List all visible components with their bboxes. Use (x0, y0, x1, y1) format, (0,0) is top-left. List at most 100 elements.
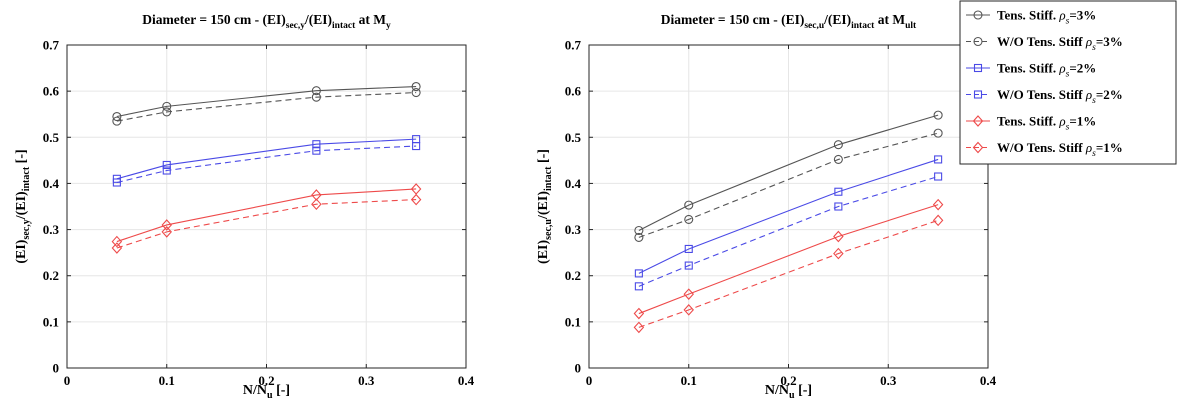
series-4 (634, 172, 943, 291)
y-tick-label: 0.1 (565, 314, 581, 329)
data-point (933, 128, 943, 138)
data-point (112, 116, 122, 126)
x-tick-label: 0 (64, 373, 71, 388)
y-tick-label: 0.5 (565, 130, 582, 145)
data-point (833, 247, 844, 260)
legend-label: W/O Tens. Stiff ρs=1% (997, 140, 1123, 159)
data-point (932, 198, 944, 211)
legend-marker (973, 63, 983, 73)
legend-label: W/O Tens. Stiff ρs=2% (997, 87, 1123, 106)
legend-label: Tens. Stiff. ρs=3% (997, 8, 1096, 27)
series-6 (633, 214, 944, 334)
y-tick-label: 0.4 (43, 176, 60, 191)
series-line (116, 145, 417, 184)
legend-label: Tens. Stiff. ρs=2% (997, 61, 1096, 80)
x-axis-label: N/Nu [-] (243, 383, 290, 399)
data-point (411, 87, 421, 98)
series-line (638, 219, 939, 328)
data-point (161, 219, 172, 231)
data-point (162, 166, 171, 175)
data-point (411, 81, 421, 92)
x-tick-label: 0.4 (458, 373, 475, 388)
y-tick-label: 0.7 (565, 38, 582, 53)
series-2 (634, 128, 943, 242)
chart-1: 0 0.1 0.2 0.3 0.4 0 0.1 0.2 0.3 0.4 0.5 0.6 0.7 Diame… (14, 12, 475, 399)
series-line (638, 175, 939, 287)
data-point (932, 214, 944, 227)
y-tick-label: 0 (575, 361, 582, 376)
x-tick-label: 0.1 (681, 373, 697, 388)
series-5 (633, 198, 944, 320)
data-point (634, 225, 644, 236)
legend-entry: W/O Tens. Stiff ρs=2% (966, 87, 1123, 106)
data-point (111, 235, 123, 248)
y-tick-label: 0.6 (565, 84, 582, 99)
x-tick-label: 0.4 (980, 373, 997, 388)
data-point (633, 321, 645, 334)
y-axis-label: (EI)sec,u/(EI)intact [-] (536, 149, 554, 264)
y-tick-label: 0 (53, 361, 60, 376)
data-point (162, 160, 171, 170)
legend-marker (972, 115, 984, 127)
series-line (638, 114, 939, 231)
x-tick-label: 0.1 (159, 373, 175, 388)
series-line (116, 91, 417, 122)
y-tick-label: 0.7 (43, 38, 60, 53)
chart-title: Diameter = 150 cm - (EI)sec,u/(EI)intact… (661, 12, 917, 31)
data-point (311, 198, 322, 211)
series-line (638, 204, 939, 315)
y-tick-label: 0.6 (43, 84, 60, 99)
data-point (162, 101, 172, 111)
data-point (833, 154, 843, 164)
data-point (112, 111, 122, 122)
data-point (683, 304, 694, 316)
legend-label: W/O Tens. Stiff ρs=3% (997, 34, 1123, 53)
data-point (934, 155, 943, 164)
y-axis-label: (EI)sec,y/(EI)intact [-] (14, 149, 32, 263)
x-tick-label: 0.2 (780, 373, 796, 388)
data-point (311, 86, 321, 96)
series-line (116, 199, 417, 249)
legend-entry: Tens. Stiff. ρs=1% (966, 114, 1096, 133)
series-1 (112, 81, 421, 122)
data-point (311, 92, 321, 102)
chart-title: Diameter = 150 cm - (EI)sec,y/(EI)intact… (142, 12, 391, 31)
series-line (638, 132, 939, 238)
legend-marker (973, 10, 983, 20)
y-tick-label: 0.5 (43, 130, 60, 145)
data-point (684, 200, 694, 210)
y-tick-label: 0.3 (565, 222, 582, 237)
legend-marker (973, 36, 983, 47)
legend-marker (972, 141, 984, 154)
series-3 (634, 155, 943, 278)
legend: Tens. Stiff. ρs=3% W/O Tens. Stiff ρs=3% T… (959, 0, 1177, 165)
chart-2: 0 0.1 0.2 0.3 0.4 0 0.1 0.2 0.3 0.4 0.5 0.6 0.7 Diame… (536, 0, 1177, 399)
y-tick-label: 0.3 (43, 222, 60, 237)
data-point (412, 142, 421, 151)
legend-label: Tens. Stiff. ρs=1% (997, 114, 1096, 133)
data-point (112, 178, 121, 187)
data-point (634, 232, 644, 242)
legend-marker (973, 90, 983, 99)
data-point (933, 110, 943, 120)
data-point (683, 288, 694, 300)
x-tick-label: 0.3 (358, 373, 375, 388)
series-line (116, 85, 417, 118)
data-point (684, 244, 693, 254)
x-tick-label: 0.2 (258, 373, 274, 388)
x-axis-label: N/Nu [-] (765, 383, 812, 399)
y-tick-label: 0.2 (43, 268, 59, 283)
data-point (410, 193, 422, 206)
data-point (633, 307, 645, 320)
y-tick-label: 0.1 (43, 314, 59, 329)
legend-entry: W/O Tens. Stiff ρs=1% (966, 140, 1123, 159)
data-point (161, 226, 172, 238)
data-point (162, 107, 172, 117)
series-4 (112, 142, 421, 187)
data-point (934, 172, 943, 181)
data-point (834, 202, 843, 211)
series-1 (634, 110, 943, 236)
x-tick-label: 0.3 (880, 373, 897, 388)
data-point (634, 282, 643, 291)
